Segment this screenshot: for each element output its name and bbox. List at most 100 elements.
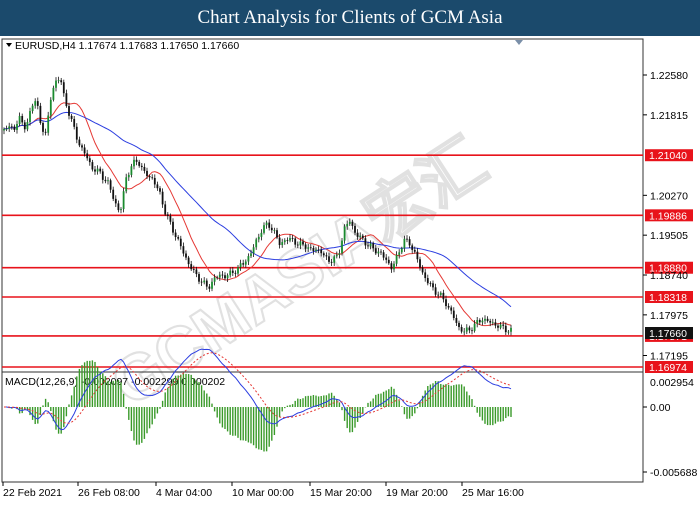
candle-body: [208, 286, 211, 289]
candle-body: [359, 235, 362, 237]
candle-body: [351, 221, 354, 226]
candle-body: [497, 325, 499, 328]
candle-body: [507, 331, 510, 333]
candle-body: [26, 122, 29, 130]
candle-body: [190, 264, 193, 270]
candle-body: [185, 253, 187, 258]
candle-body: [364, 238, 367, 246]
candle-body: [463, 331, 466, 333]
candle-body: [286, 240, 289, 242]
main-panel-frame: [1, 38, 644, 373]
macd-panel-frame: [1, 371, 644, 483]
candle-body: [216, 277, 219, 279]
candle-body: [21, 115, 24, 123]
candle-body: [502, 324, 505, 326]
candle-body: [29, 111, 31, 123]
price-tick-label: 1.17975: [650, 310, 688, 322]
candle-body: [374, 248, 377, 254]
level-label: 1.18880: [649, 263, 687, 275]
candle-body: [99, 168, 102, 172]
candle-body: [478, 320, 481, 323]
candle-body: [73, 118, 76, 127]
candle-body: [5, 128, 8, 130]
level-tag: [645, 209, 693, 222]
candle-body: [70, 115, 73, 119]
candle-body: [135, 159, 138, 162]
candle-body: [458, 322, 460, 328]
candle-body: [299, 241, 302, 246]
candle-body: [42, 122, 44, 132]
candle-body: [205, 280, 208, 287]
candle-body: [429, 283, 432, 285]
candle-body: [330, 261, 333, 263]
candle-body: [120, 209, 122, 211]
candle-body: [442, 292, 445, 300]
candle-body: [133, 159, 135, 167]
price-tick-label: 1.19505: [650, 230, 688, 242]
time-tick-label: 19 Mar 20:00: [386, 487, 448, 499]
candle-body: [406, 238, 408, 240]
candle-body: [23, 122, 26, 130]
macd-indicator: [4, 348, 512, 452]
candle-body: [34, 101, 37, 106]
candle-body: [398, 252, 401, 255]
candle-body: [62, 82, 65, 94]
candle-body: [315, 249, 317, 251]
candlesticks: [3, 76, 512, 336]
candle-body: [489, 320, 492, 323]
candle-body: [268, 222, 271, 228]
level-label: 1.19886: [649, 210, 687, 222]
candle-body: [309, 247, 312, 249]
price-axis: 1.22580 1.21815 1.20270 1.19505 1.18740 1.179…: [643, 70, 688, 362]
candle-body: [13, 126, 16, 130]
candle-body: [304, 244, 307, 249]
time-tick-label: 26 Feb 08:00: [78, 487, 140, 499]
candle-body: [403, 238, 406, 249]
candle-body: [177, 237, 180, 239]
macd-low-label: -0.005688: [650, 467, 697, 479]
candle-body: [203, 280, 206, 283]
candle-body: [270, 227, 273, 231]
candle-body: [468, 327, 471, 331]
price-tick-label: 1.18740: [650, 270, 688, 282]
candle-body: [265, 222, 268, 226]
candle-body: [109, 180, 112, 190]
candle-body: [283, 240, 286, 243]
candle-body: [372, 243, 375, 249]
candle-body: [81, 145, 83, 148]
shift-marker-icon[interactable]: [515, 40, 523, 45]
candle-body: [151, 177, 154, 179]
candle-body: [252, 247, 255, 254]
candle-body: [263, 225, 265, 233]
candle-body: [486, 318, 489, 321]
candle-body: [101, 171, 104, 180]
candle-body: [3, 128, 5, 131]
candle-body: [325, 255, 328, 257]
current-price-marker: 1.17660: [645, 327, 693, 340]
candle-body: [10, 126, 13, 128]
candle-body: [231, 270, 234, 273]
candle-body: [426, 278, 429, 284]
candle-body: [291, 238, 294, 239]
time-axis: 22 Feb 2021 26 Feb 08:00 4 Mar 04:00 10 Mar…: [2, 482, 524, 499]
candle-body: [341, 240, 343, 254]
candle-body: [44, 131, 47, 133]
candle-body: [140, 165, 143, 167]
candle-body: [91, 162, 94, 170]
candle-body: [146, 170, 148, 177]
candle-body: [78, 139, 81, 146]
candle-body: [94, 169, 96, 172]
candle-body: [419, 259, 421, 268]
candle-body: [400, 248, 403, 253]
candle-body: [471, 330, 473, 332]
candle-body: [390, 263, 393, 270]
candle-body: [159, 188, 161, 192]
candle-body: [356, 232, 359, 237]
candle-body: [229, 270, 232, 276]
collapse-triangle-icon[interactable]: [6, 43, 12, 47]
candle-body: [75, 126, 78, 140]
candle-body: [380, 251, 382, 253]
candle-body: [213, 277, 216, 282]
macd-top-label: 0.002954: [650, 377, 694, 389]
candle-body: [198, 274, 200, 282]
